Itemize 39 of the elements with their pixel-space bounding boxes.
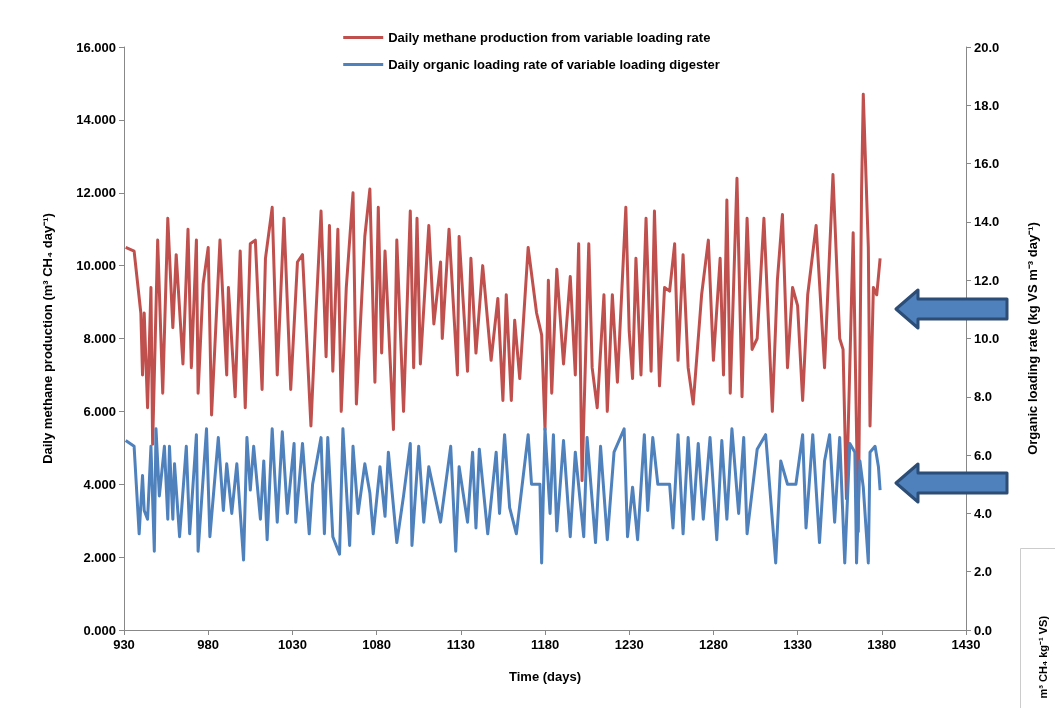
y-tick-label: 10.000: [76, 258, 116, 274]
x-tick-label: 1330: [783, 637, 813, 652]
y-tick-label: 16.000: [76, 39, 116, 55]
line-series: [124, 427, 882, 565]
y2-tick-label: 8.0: [974, 389, 993, 405]
y-tick-label: 2.000: [83, 549, 116, 565]
y-tick-label: 4.000: [83, 476, 116, 492]
x-tick-label: 1380: [867, 637, 897, 652]
y2-tick-label: 4.0: [974, 505, 993, 521]
y2-tick-label: 2.0: [974, 564, 993, 580]
x-tick-label: 980: [197, 637, 220, 652]
x-axis-title: Time (days): [508, 669, 582, 684]
legend-label: Daily organic loading rate of variable loading digester: [388, 57, 720, 72]
x-tick-label: 1180: [530, 637, 560, 652]
x-tick-label: 1080: [362, 637, 392, 652]
y2-tick-label: 10.0: [974, 331, 1000, 346]
x-tick-label: 1030: [277, 637, 307, 652]
x-tick-label: 1130: [446, 637, 475, 652]
y2-tick-label: 12.0: [974, 272, 1000, 288]
y2-tick-label: 16.0: [974, 156, 1000, 172]
y2-tick-label: 14.0: [974, 214, 1000, 230]
y2-tick-label: 0.0: [974, 622, 993, 638]
y2-tick-label: 18.0: [974, 97, 1000, 113]
text: m³ CH₄ kg⁻¹ VS): [1036, 615, 1049, 699]
y-tick-label: 6.000: [83, 403, 116, 419]
legend-label: Daily methane production from variable loading rate: [388, 30, 711, 45]
y-tick-label: 14.000: [76, 112, 116, 128]
y-tick-label: 12.000: [76, 185, 116, 201]
x-tick-label: 1430: [951, 637, 981, 652]
x-tick-label: 1280: [698, 637, 728, 652]
y-tick-label: 0.000: [83, 622, 116, 638]
y2-tick-label: 20.0: [974, 39, 1000, 55]
line-series: [124, 92, 882, 534]
y2-tick-label: 6.0: [974, 447, 993, 463]
y-tick-label: 8.000: [83, 331, 116, 346]
x-tick-label: 930: [113, 637, 135, 652]
y-axis-title: Daily methane production (m³ CH₄ day⁻¹): [40, 213, 55, 464]
x-tick-label: 1230: [614, 637, 644, 652]
y2-axis-title: Organic loading rate (kg VS m⁻³ day⁻¹): [1025, 222, 1040, 455]
